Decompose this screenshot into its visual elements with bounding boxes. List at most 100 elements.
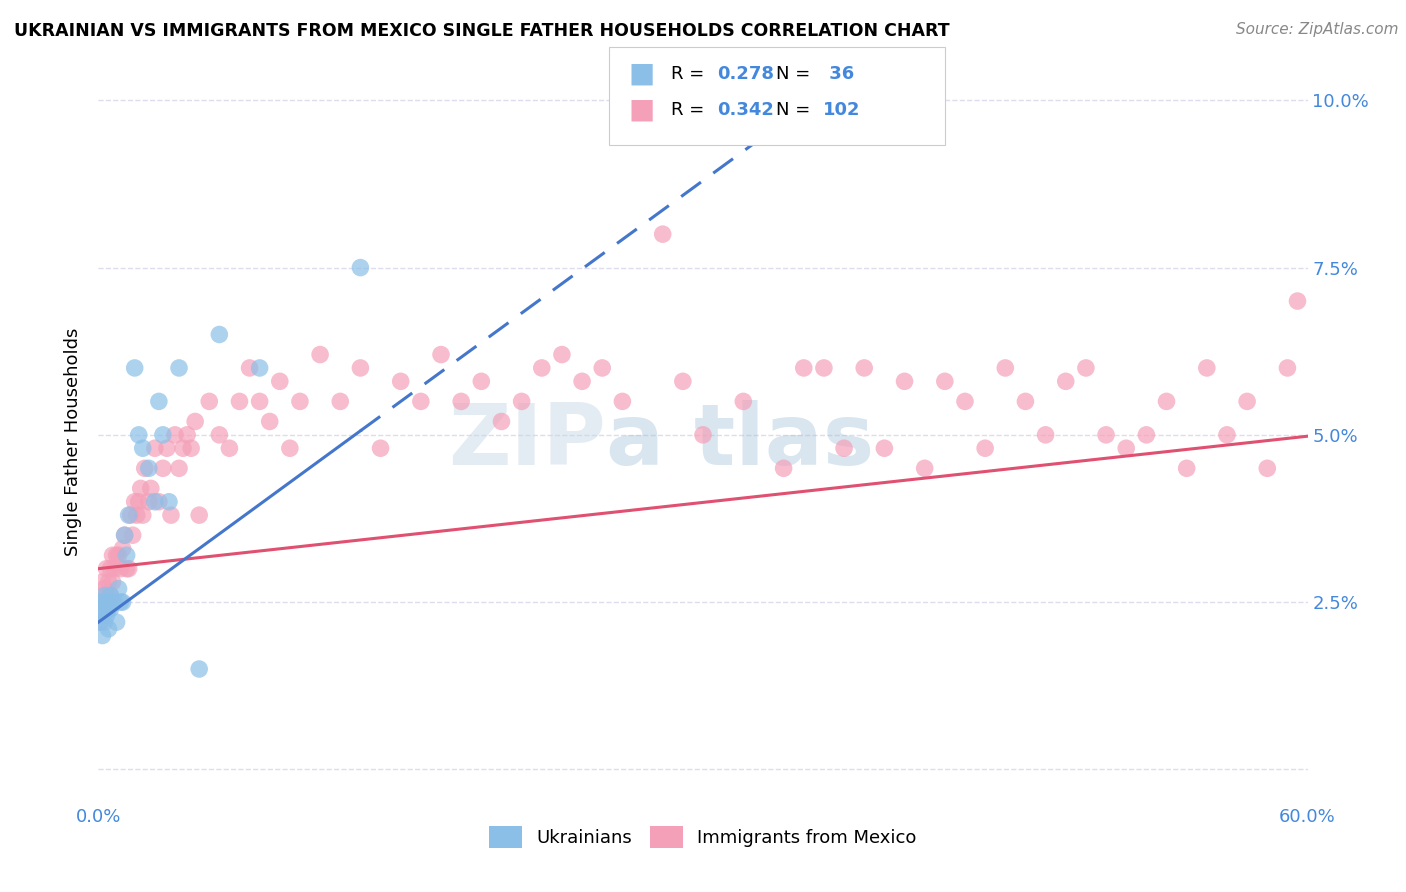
Point [125,508,148,523]
Point [93,582,115,596]
Point [129,481,152,495]
Point [97,601,120,615]
Text: Source: ZipAtlas.com: Source: ZipAtlas.com [1236,22,1399,37]
Point [91,574,114,589]
Point [430,347,453,362]
Point [389,374,412,388]
Point [132,441,155,455]
Point [105,615,128,630]
Point [893,374,915,388]
Text: UKRAINIAN VS IMMIGRANTS FROM MEXICO SINGLE FATHER HOUSEHOLDS CORRELATION CHART: UKRAINIAN VS IMMIGRANTS FROM MEXICO SING… [14,22,949,40]
Point [278,441,301,455]
Point [1054,374,1077,388]
Point [101,595,124,609]
Point [100,589,122,603]
Point [132,508,155,523]
Point [160,508,183,523]
Point [470,374,492,388]
Point [953,394,976,409]
Point [409,394,432,409]
Point [873,441,896,455]
Point [349,361,371,376]
Point [994,361,1017,376]
Text: 36: 36 [823,65,853,83]
Point [208,427,231,442]
Point [156,441,179,455]
Point [309,347,332,362]
Point [128,494,150,508]
Point [152,427,174,442]
Text: N =: N = [776,101,815,119]
Point [107,582,129,596]
Point [793,361,815,376]
Point [832,441,855,455]
Point [974,441,997,455]
Point [184,414,207,428]
Point [115,562,138,576]
Text: 102: 102 [823,101,860,119]
Point [1195,361,1218,376]
Point [510,394,533,409]
Point [772,461,794,475]
Point [1216,427,1239,442]
Text: N =: N = [776,65,815,83]
Point [97,595,120,609]
Point [228,394,250,409]
Text: ■: ■ [628,60,655,88]
Point [853,361,876,376]
Point [218,441,240,455]
Point [259,414,281,428]
Point [1115,441,1137,455]
Point [118,562,141,576]
Point [134,461,156,475]
Point [163,427,186,442]
Point [107,548,129,563]
Point [91,628,114,642]
Point [121,528,143,542]
Point [93,615,115,630]
Point [239,361,262,376]
Point [198,394,221,409]
Point [208,327,231,342]
Point [269,374,291,388]
Point [288,394,311,409]
Point [167,361,190,376]
Point [93,601,115,615]
Point [89,615,111,630]
Point [110,595,132,609]
Point [571,374,593,388]
Point [103,595,125,609]
Point [152,461,174,475]
Point [138,494,160,508]
Point [139,481,162,495]
Point [733,394,755,409]
Point [1277,361,1299,376]
Point [103,562,125,576]
Point [591,361,613,376]
Text: R =: R = [671,65,710,83]
Point [101,574,124,589]
Text: 0.278: 0.278 [717,65,775,83]
Text: ■: ■ [628,95,655,124]
Point [89,595,111,609]
Point [143,494,166,508]
Point [370,441,392,455]
Point [110,562,132,576]
Point [105,548,128,563]
Point [128,427,150,442]
Point [167,461,190,475]
Point [249,394,271,409]
Point [249,361,271,376]
Point [91,595,114,609]
Point [349,260,371,275]
Point [100,562,122,576]
Point [89,615,111,630]
Point [143,441,166,455]
Point [1095,427,1118,442]
Point [491,414,513,428]
Point [329,394,352,409]
Point [97,622,120,636]
Point [180,441,202,455]
Point [672,374,695,388]
Legend: Ukrainians, Immigrants from Mexico: Ukrainians, Immigrants from Mexico [482,819,924,855]
